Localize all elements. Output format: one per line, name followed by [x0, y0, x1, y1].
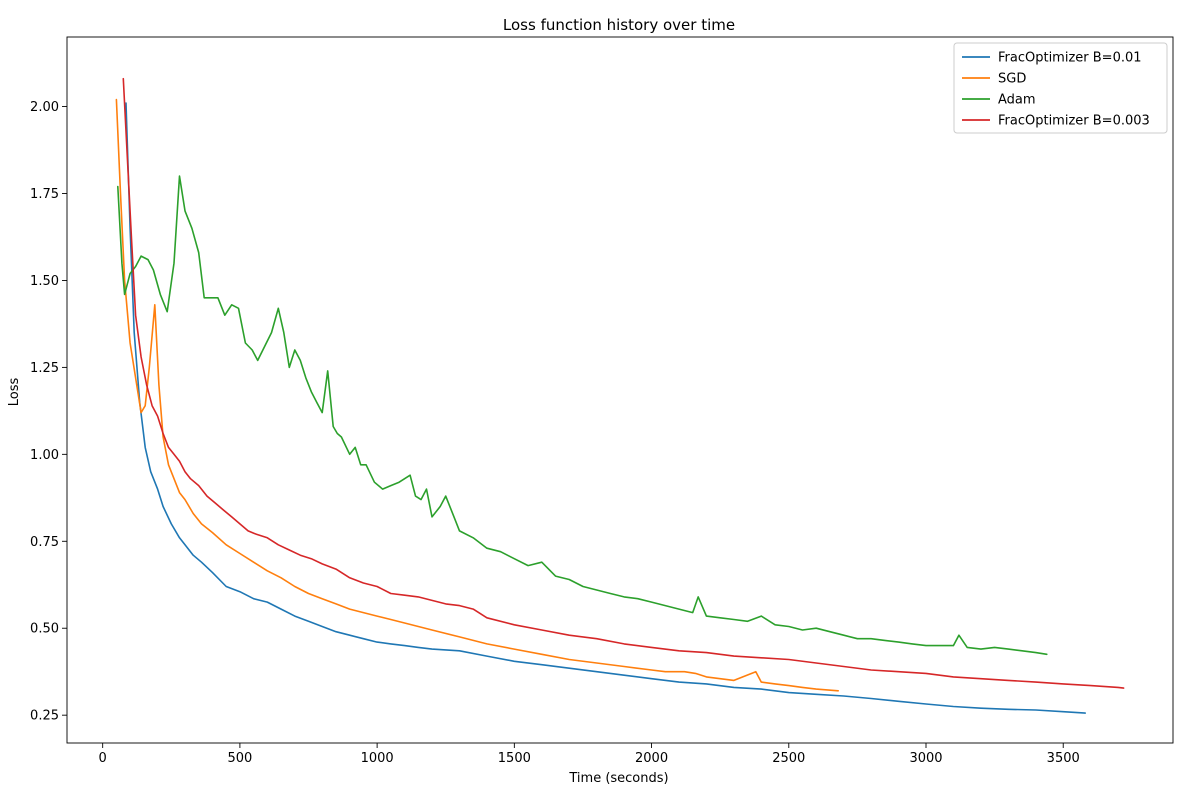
- y-tick-label: 2.00: [30, 100, 59, 115]
- x-tick-label: 2500: [772, 751, 805, 766]
- legend-box: [953, 42, 1168, 134]
- x-axis-ticks: 0 500 1000 1500 2000 2500 3000 3500: [99, 743, 1080, 766]
- x-tick-label: 1500: [498, 751, 531, 766]
- y-axis-label: Loss: [7, 378, 22, 407]
- legend-label: FracOptimizer B=0.003: [998, 114, 1150, 129]
- legend: FracOptimizer B=0.01 SGD Adam FracOptimizer…: [953, 42, 1168, 134]
- series-lines: [115, 77, 1125, 714]
- x-axis-label: Time (seconds): [568, 771, 668, 786]
- legend-label: FracOptimizer B=0.01: [998, 51, 1142, 66]
- chart-title: Loss function history over time: [503, 16, 735, 34]
- series-line-1: [125, 102, 1086, 714]
- y-tick-label: 0.25: [30, 709, 59, 724]
- y-axis-ticks: 0.25 0.50 0.75 1.00 1.25 1.50 1.75 2.00: [30, 100, 67, 724]
- x-tick-label: 3500: [1047, 751, 1080, 766]
- legend-label: SGD: [998, 72, 1026, 87]
- y-tick-label: 0.50: [30, 622, 59, 637]
- axes-frame: [66, 36, 1174, 744]
- x-tick-label: 0: [99, 751, 107, 766]
- plot-area-border: [66, 36, 1174, 744]
- x-tick-label: 500: [227, 751, 252, 766]
- y-tick-label: 1.75: [30, 187, 59, 202]
- series-line-2: [115, 98, 840, 692]
- y-tick-label: 1.25: [30, 361, 59, 376]
- y-tick-label: 1.50: [30, 274, 59, 289]
- y-tick-label: 1.00: [30, 448, 59, 463]
- series-line-4: [122, 77, 1125, 689]
- x-tick-label: 2000: [635, 751, 668, 766]
- x-tick-label: 3000: [909, 751, 942, 766]
- series-line-3: [117, 175, 1048, 656]
- y-tick-label: 0.75: [30, 535, 59, 550]
- legend-label: Adam: [998, 93, 1036, 108]
- x-tick-label: 1000: [361, 751, 394, 766]
